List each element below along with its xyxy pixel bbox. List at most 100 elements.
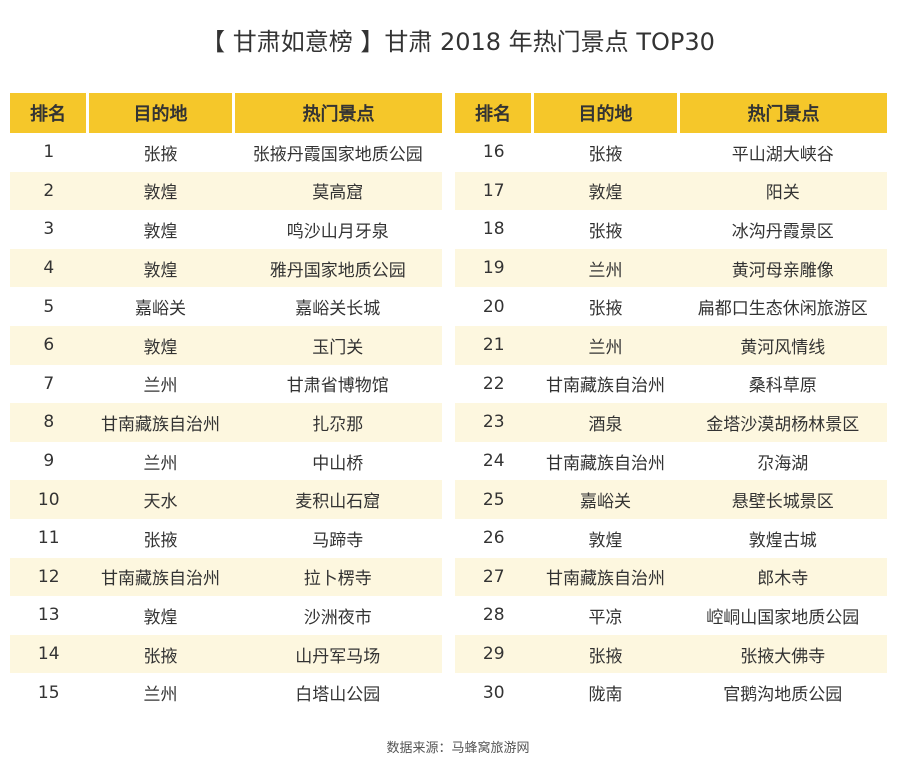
spot-cell: 莫高窟 — [233, 171, 442, 211]
table-row: 4 敦煌 雅丹国家地质公园 — [10, 248, 442, 288]
spot-cell: 官鹅沟地质公园 — [678, 673, 887, 712]
destination-cell: 酒泉 — [532, 403, 679, 442]
spot-cell: 冰沟丹霞景区 — [678, 210, 887, 249]
spot-cell: 白塔山公园 — [233, 673, 442, 712]
destination-cell: 甘南藏族自治州 — [532, 557, 679, 597]
destination-cell: 甘南藏族自治州 — [532, 364, 679, 404]
spot-cell: 郎木寺 — [678, 557, 887, 597]
rank-cell: 17 — [455, 171, 533, 211]
ranking-table-left: 排名 目的地 热门景点 1 张掖 张掖丹霞国家地质公园 2 敦煌 莫高窟 3 敦煌 鸣沙山月牙泉… — [10, 93, 442, 712]
destination-cell: 敦煌 — [87, 171, 234, 211]
rank-cell: 10 — [10, 480, 88, 519]
destination-cell: 嘉峪关 — [532, 480, 679, 519]
table-row: 1 张掖 张掖丹霞国家地质公园 — [10, 133, 442, 172]
destination-cell: 敦煌 — [532, 518, 679, 558]
rank-cell: 16 — [455, 133, 533, 172]
table-row: 9 兰州 中山桥 — [10, 441, 442, 481]
rank-cell: 3 — [10, 210, 88, 249]
rank-cell: 25 — [455, 480, 533, 519]
destination-cell: 敦煌 — [87, 596, 234, 635]
table-row: 23 酒泉 金塔沙漠胡杨林景区 — [455, 403, 887, 442]
spot-cell: 张掖丹霞国家地质公园 — [233, 133, 442, 172]
header-rank: 排名 — [10, 93, 89, 133]
header-spot: 热门景点 — [678, 93, 887, 133]
destination-cell: 敦煌 — [532, 171, 679, 211]
destination-cell: 张掖 — [532, 210, 679, 249]
spot-cell: 扎尕那 — [233, 403, 442, 442]
table-row: 14 张掖 山丹军马场 — [10, 634, 442, 674]
spot-cell: 尕海湖 — [678, 441, 887, 481]
table-row: 27 甘南藏族自治州 郎木寺 — [455, 557, 887, 597]
destination-cell: 敦煌 — [87, 325, 234, 365]
table-row: 10 天水 麦积山石窟 — [10, 480, 442, 519]
spot-cell: 黄河风情线 — [678, 325, 887, 365]
destination-cell: 敦煌 — [87, 210, 234, 249]
rank-cell: 1 — [10, 133, 88, 172]
spot-cell: 甘肃省博物馆 — [233, 364, 442, 404]
table-row: 13 敦煌 沙洲夜市 — [10, 596, 442, 635]
table-row: 25 嘉峪关 悬壁长城景区 — [455, 480, 887, 519]
destination-cell: 兰州 — [532, 325, 679, 365]
spot-cell: 黄河母亲雕像 — [678, 248, 887, 288]
rank-cell: 15 — [10, 673, 88, 712]
header-rank: 排名 — [455, 93, 534, 133]
destination-cell: 甘南藏族自治州 — [87, 557, 234, 597]
table-header-row: 排名 目的地 热门景点 — [10, 93, 442, 133]
destination-cell: 兰州 — [532, 248, 679, 288]
spot-cell: 拉卜楞寺 — [233, 557, 442, 597]
table-row: 29 张掖 张掖大佛寺 — [455, 634, 887, 674]
table-row: 8 甘南藏族自治州 扎尕那 — [10, 403, 442, 442]
destination-cell: 兰州 — [87, 364, 234, 404]
rank-cell: 29 — [455, 634, 533, 674]
table-row: 16 张掖 平山湖大峡谷 — [455, 133, 887, 172]
rank-cell: 2 — [10, 171, 88, 211]
rank-cell: 19 — [455, 248, 533, 288]
data-source-note: 数据来源：马蜂窝旅游网 — [386, 741, 530, 756]
table-row: 17 敦煌 阳关 — [455, 171, 887, 211]
table-row: 26 敦煌 敦煌古城 — [455, 518, 887, 558]
spot-cell: 桑科草原 — [678, 364, 887, 404]
table-row: 22 甘南藏族自治州 桑科草原 — [455, 364, 887, 404]
rank-cell: 26 — [455, 518, 533, 558]
rank-cell: 22 — [455, 364, 533, 404]
destination-cell: 张掖 — [87, 518, 234, 558]
destination-cell: 张掖 — [87, 133, 234, 172]
spot-cell: 麦积山石窟 — [233, 480, 442, 519]
spot-cell: 鸣沙山月牙泉 — [233, 210, 442, 249]
rank-cell: 9 — [10, 441, 88, 481]
rank-cell: 30 — [455, 673, 533, 712]
destination-cell: 张掖 — [532, 133, 679, 172]
rank-cell: 8 — [10, 403, 88, 442]
spot-cell: 平山湖大峡谷 — [678, 133, 887, 172]
table-row: 2 敦煌 莫高窟 — [10, 171, 442, 211]
spot-cell: 阳关 — [678, 171, 887, 211]
rank-cell: 13 — [10, 596, 88, 635]
table-row: 30 陇南 官鹅沟地质公园 — [455, 673, 887, 712]
destination-cell: 天水 — [87, 480, 234, 519]
header-spot: 热门景点 — [233, 93, 442, 133]
rank-cell: 24 — [455, 441, 533, 481]
table-row: 21 兰州 黄河风情线 — [455, 325, 887, 365]
spot-cell: 嘉峪关长城 — [233, 287, 442, 326]
destination-cell: 敦煌 — [87, 248, 234, 288]
rank-cell: 21 — [455, 325, 533, 365]
destination-cell: 嘉峪关 — [87, 287, 234, 326]
table-row: 24 甘南藏族自治州 尕海湖 — [455, 441, 887, 481]
table-row: 15 兰州 白塔山公园 — [10, 673, 442, 712]
table-row: 6 敦煌 玉门关 — [10, 325, 442, 365]
spot-cell: 扁都口生态休闲旅游区 — [678, 287, 887, 326]
destination-cell: 兰州 — [87, 441, 234, 481]
spot-cell: 沙洲夜市 — [233, 596, 442, 635]
rank-cell: 4 — [10, 248, 88, 288]
table-row: 18 张掖 冰沟丹霞景区 — [455, 210, 887, 249]
spot-cell: 崆峒山国家地质公园 — [678, 596, 887, 635]
ranking-table-right: 排名 目的地 热门景点 16 张掖 平山湖大峡谷 17 敦煌 阳关 18 张掖 冰沟丹霞景区 19… — [455, 93, 887, 712]
table-row: 11 张掖 马蹄寺 — [10, 518, 442, 558]
rank-cell: 14 — [10, 634, 88, 674]
rank-cell: 7 — [10, 364, 88, 404]
rank-cell: 23 — [455, 403, 533, 442]
rank-cell: 6 — [10, 325, 88, 365]
rank-cell: 20 — [455, 287, 533, 326]
spot-cell: 张掖大佛寺 — [678, 634, 887, 674]
destination-cell: 张掖 — [532, 634, 679, 674]
